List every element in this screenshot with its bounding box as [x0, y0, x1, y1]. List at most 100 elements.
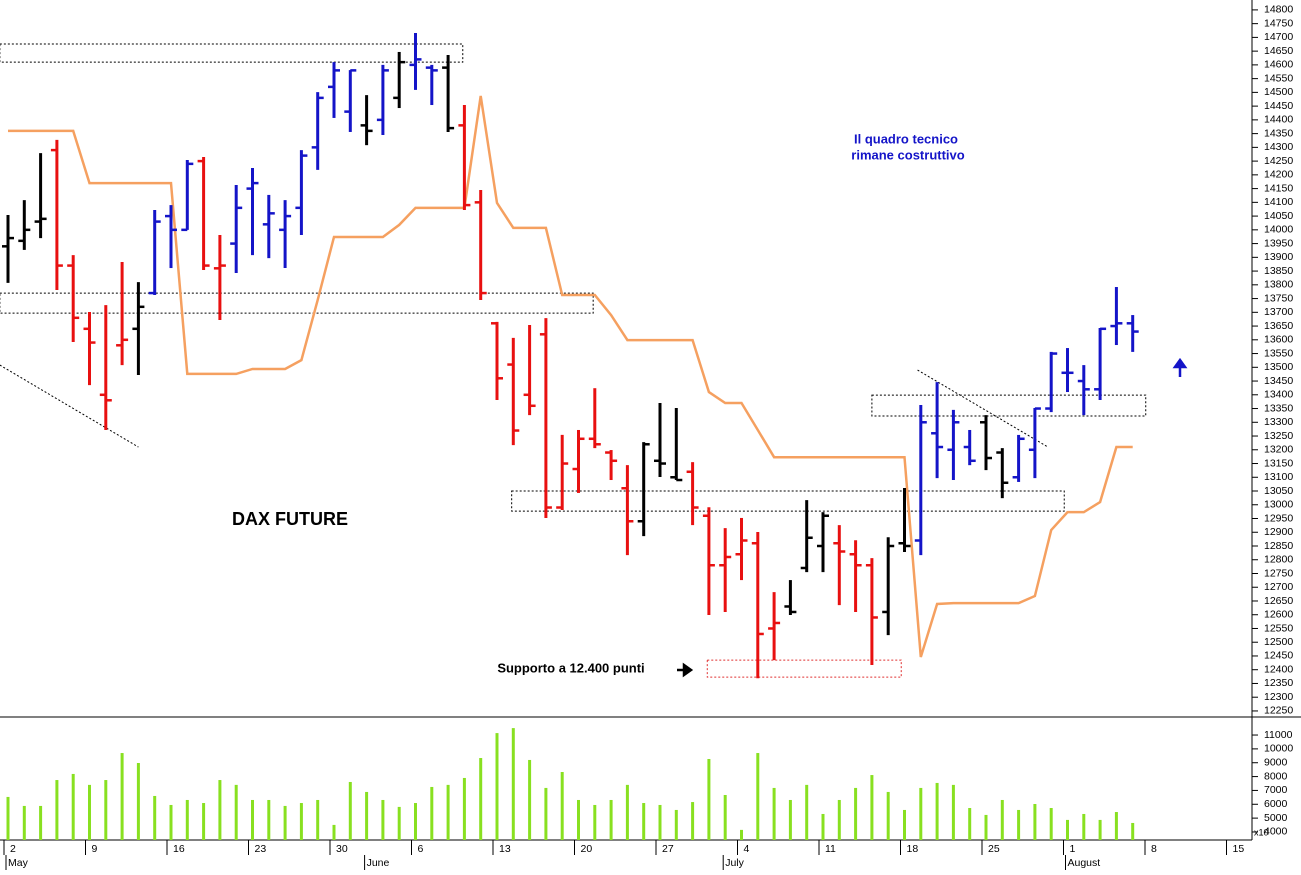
y-tick-label: 14650 — [1264, 45, 1293, 57]
volume-bar — [1066, 819, 1069, 840]
volume-bar — [674, 809, 678, 840]
volume-bar — [609, 799, 613, 840]
x-tick-label: 27 — [662, 843, 674, 855]
y-tick-label: 12600 — [1264, 609, 1293, 621]
volume-bar — [414, 803, 417, 840]
volume-bar — [348, 781, 352, 840]
volume-bar — [577, 799, 580, 840]
arrow-up — [1172, 357, 1188, 377]
y-tick-label: 10000 — [1264, 743, 1293, 755]
y-tick-label: 5000 — [1264, 812, 1288, 824]
y-tick-label: 12400 — [1264, 663, 1293, 675]
volume-bar — [1033, 803, 1037, 840]
volume-bar — [39, 805, 43, 840]
volume-bar — [642, 803, 646, 840]
y-tick-label: 14450 — [1264, 100, 1293, 112]
volume-bar — [120, 753, 124, 840]
y-tick-label: 13300 — [1264, 416, 1293, 428]
volume-bar — [185, 799, 189, 840]
volume-bar — [332, 824, 336, 840]
volume-bar — [1000, 799, 1004, 840]
x-tick-label: 25 — [988, 843, 1000, 855]
volume-bar — [283, 805, 287, 840]
volume-bar — [528, 759, 532, 840]
y-tick-label: 12850 — [1264, 540, 1293, 552]
month-label: August — [1068, 857, 1101, 869]
y-tick-label: 13350 — [1264, 402, 1293, 414]
volume-bar — [544, 787, 548, 840]
volume-bar — [951, 784, 955, 840]
y-tick-label: 14600 — [1264, 59, 1293, 71]
y-tick-label: 12450 — [1264, 650, 1293, 662]
y-tick-label: 12300 — [1264, 691, 1293, 703]
y-axis-unit: x10 — [1254, 827, 1269, 837]
volume-bar — [6, 796, 10, 840]
volume-bar — [430, 786, 434, 840]
zone — [0, 43, 464, 63]
volume-bar — [625, 784, 629, 840]
y-tick-label: 13800 — [1264, 279, 1293, 291]
volume-bar — [984, 814, 988, 840]
volume-bar — [202, 803, 206, 840]
zone — [871, 394, 1147, 417]
y-tick-label: 13750 — [1264, 292, 1293, 304]
volume-bar — [316, 799, 320, 840]
y-tick-label: 12550 — [1264, 622, 1293, 634]
y-tick-label: 14200 — [1264, 169, 1293, 181]
y-tick-label: 14150 — [1264, 182, 1293, 194]
y-tick-label: 13850 — [1264, 265, 1293, 277]
y-tick-label: 14500 — [1264, 86, 1293, 98]
y-tick-label: 14550 — [1264, 72, 1293, 84]
x-tick-label: 13 — [499, 843, 511, 855]
volume-bar — [495, 733, 499, 840]
volume-bar — [723, 794, 727, 840]
y-tick-label: 14300 — [1264, 141, 1293, 153]
y-tick-label: 8000 — [1264, 770, 1288, 782]
month-label: June — [367, 857, 390, 869]
volume-bar — [919, 787, 923, 840]
volume-bar — [772, 787, 776, 840]
volume-bar — [691, 802, 695, 840]
y-tick-label: 12500 — [1264, 636, 1293, 648]
y-tick-label: 13700 — [1264, 306, 1293, 318]
y-tick-label: 11000 — [1264, 729, 1293, 741]
y-tick-label: 9000 — [1264, 757, 1288, 769]
annotation: Il quadro tecnico — [854, 131, 958, 146]
trendline — [917, 369, 1049, 448]
volume-bar — [71, 773, 75, 840]
y-tick-label: 12350 — [1264, 677, 1293, 689]
volume-bar — [479, 758, 483, 840]
volume-bar — [88, 784, 91, 840]
volume-bar — [658, 804, 662, 840]
zone — [706, 659, 902, 678]
y-tick-label: 13150 — [1264, 457, 1293, 469]
y-tick-label: 13400 — [1264, 389, 1293, 401]
volume-bar — [854, 787, 858, 840]
volume-bar — [837, 799, 841, 840]
y-tick-label: 12650 — [1264, 595, 1293, 607]
x-tick-label: 9 — [92, 843, 98, 855]
volume-bar — [788, 799, 792, 840]
line — [8, 95, 1133, 658]
y-tick-label: 12750 — [1264, 567, 1293, 579]
volume-bar — [740, 829, 743, 840]
y-tick-label: 13450 — [1264, 375, 1293, 387]
y-tick-label: 12950 — [1264, 512, 1293, 524]
volume-bar — [218, 780, 222, 840]
x-tick-label: 6 — [418, 843, 424, 855]
zone — [0, 292, 594, 314]
volume-bar — [1017, 809, 1021, 840]
volume-bar — [251, 799, 254, 840]
annotation: Supporto a 12.400 punti — [497, 660, 644, 675]
volume-bar — [511, 728, 515, 840]
y-tick-label: 13100 — [1264, 471, 1293, 483]
y-tick-label: 12800 — [1264, 554, 1293, 566]
volume-bar — [397, 806, 401, 840]
y-tick-label: 12250 — [1264, 705, 1293, 717]
x-tick-label: 20 — [581, 843, 593, 855]
y-tick-label: 14000 — [1264, 224, 1293, 236]
y-tick-label: 13550 — [1264, 347, 1293, 359]
volume-bar — [1114, 812, 1118, 840]
volume-bar — [935, 782, 939, 840]
